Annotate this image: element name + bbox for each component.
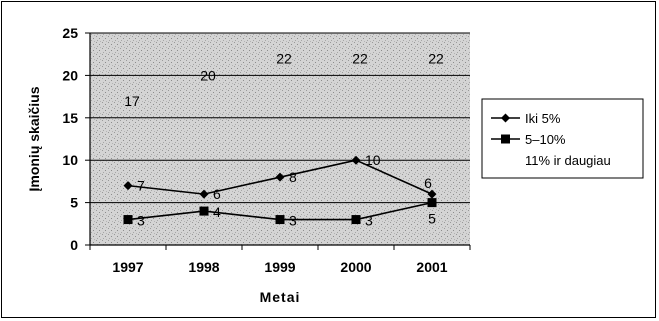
square-marker (199, 206, 209, 216)
diamond-marker (427, 189, 437, 199)
x-tick-label: 2000 (340, 259, 371, 275)
square-marker (123, 215, 133, 225)
series-0: 7 6 8 10 6 (123, 152, 437, 202)
data-label: 3 (137, 213, 145, 229)
data-label: 22 (352, 50, 368, 66)
y-tick-label: 10 (62, 152, 78, 168)
x-tick-label: 1997 (112, 259, 143, 275)
legend: Iki 5% 5–10% 11% ir daugiau (491, 111, 611, 168)
gridlines (90, 32, 470, 204)
data-label: 5 (428, 211, 436, 227)
y-tick-label: 15 (62, 110, 78, 126)
data-label: 10 (365, 152, 381, 168)
plot-area (90, 33, 470, 245)
legend-label: 5–10% (525, 132, 566, 147)
y-tick-label: 5 (70, 195, 78, 211)
y-tick-label: 20 (62, 67, 78, 83)
x-tick-labels: 1997 1998 1999 2000 2001 (112, 259, 447, 275)
legend-entry-1: 5–10% (491, 132, 566, 147)
data-label: 7 (137, 178, 145, 194)
y-axis-title: Įmonių skaičius (26, 86, 42, 191)
y-tick-label: 0 (70, 237, 78, 253)
series-2: 17 20 22 22 22 (124, 50, 444, 108)
diamond-marker (275, 172, 285, 182)
diamond-marker (351, 155, 361, 165)
x-axis-title: Metai (260, 289, 301, 305)
x-tick-label: 2001 (416, 259, 447, 275)
diamond-marker (123, 181, 133, 191)
y-tick-label: 25 (62, 25, 78, 41)
legend-label: Iki 5% (525, 111, 561, 126)
y-tick-labels: 0 5 10 15 20 25 (62, 25, 78, 253)
data-label: 22 (428, 50, 444, 66)
legend-entry-0: Iki 5% (491, 111, 561, 126)
diamond-marker (501, 113, 510, 123)
x-tick-label: 1999 (264, 259, 295, 275)
data-label: 3 (289, 213, 297, 229)
series-layer: 7 6 8 10 6 3 4 3 3 5 17 20 22 22 22 (123, 50, 444, 229)
square-marker (275, 215, 285, 225)
data-label: 3 (365, 213, 373, 229)
data-label: 17 (124, 93, 140, 109)
square-marker (351, 215, 361, 225)
data-label: 6 (213, 186, 221, 202)
data-label: 6 (424, 175, 432, 191)
data-label: 20 (200, 67, 216, 83)
axes (85, 32, 471, 250)
data-label: 8 (289, 169, 297, 185)
data-label: 4 (213, 204, 221, 220)
legend-entry-2: 11% ir daugiau (525, 153, 611, 168)
square-marker (427, 198, 437, 208)
series-1: 3 4 3 3 5 (123, 198, 437, 229)
legend-label: 11% ir daugiau (525, 153, 611, 168)
x-tick-label: 1998 (188, 259, 219, 275)
diamond-marker (199, 189, 209, 199)
square-marker (501, 134, 510, 144)
data-label: 22 (276, 50, 292, 66)
